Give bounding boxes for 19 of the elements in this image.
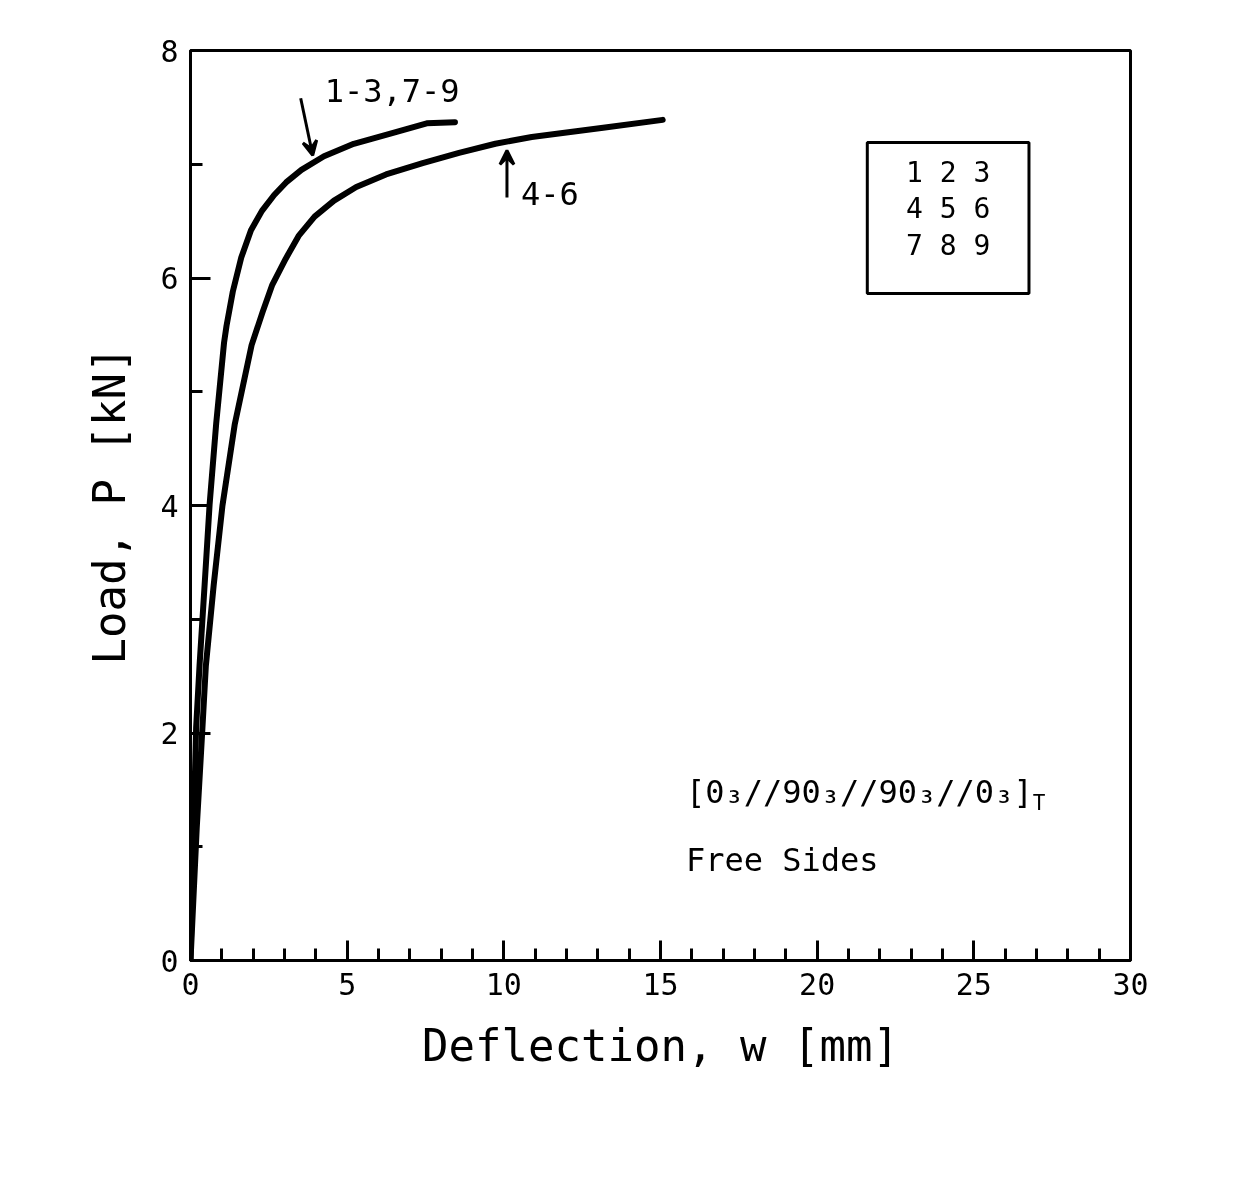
y-tick-label: 4 (160, 488, 179, 524)
x-tick-label: 15 (642, 966, 679, 1002)
y-tick-label: 2 (160, 716, 179, 751)
x-axis-title: Deflection, w [mm] (422, 1019, 899, 1071)
annotation: 4-6 (520, 174, 579, 213)
annotation: 1 2 3 (906, 155, 991, 189)
annotation: 7 8 9 (906, 228, 991, 262)
y-tick-label: 0 (160, 943, 179, 979)
y-tick-label: 8 (160, 33, 179, 69)
x-tick-label: 20 (799, 966, 836, 1002)
y-tick-label: 6 (160, 261, 179, 296)
x-tick-label: 5 (338, 966, 357, 1002)
annotation: 1-3,7-9 (324, 72, 460, 111)
x-tick-label: 30 (1112, 966, 1149, 1002)
x-tick-label: 25 (955, 966, 992, 1002)
y-axis-title: Load, P [kN] (84, 346, 136, 665)
x-tick-label: 10 (485, 966, 522, 1002)
annotation: Free Sides (685, 841, 879, 880)
annotation: 4 5 6 (906, 192, 991, 226)
